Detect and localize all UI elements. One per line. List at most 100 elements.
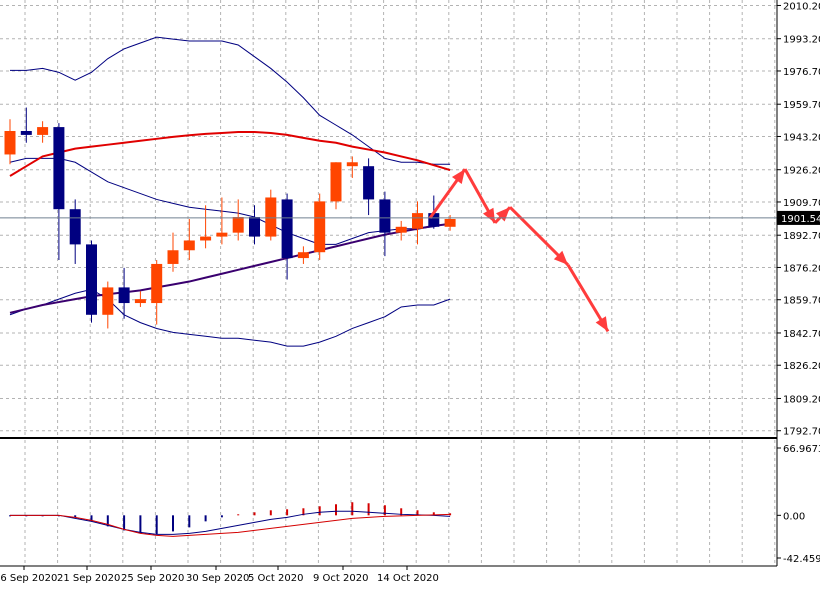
candle xyxy=(395,220,407,241)
candle xyxy=(232,199,244,241)
forecast-arrowhead xyxy=(451,169,465,184)
candle-body xyxy=(134,299,146,304)
indicator-overlays xyxy=(9,36,451,347)
price-tick-label: 1859.70 xyxy=(783,296,820,307)
candle xyxy=(53,123,65,261)
candle-body xyxy=(86,244,97,315)
candle xyxy=(37,121,49,143)
candle-body xyxy=(37,127,49,135)
candle xyxy=(265,189,277,241)
bollinger-lower-line xyxy=(9,288,451,347)
price-tick-label: 1959.70 xyxy=(783,100,820,111)
candle xyxy=(412,201,423,245)
candle-body xyxy=(330,162,342,202)
current-price-label: 1901.54 xyxy=(781,214,820,225)
date-tick-label: 9 Oct 2020 xyxy=(313,573,368,584)
candle xyxy=(86,240,97,323)
price-tick-label: 1892.70 xyxy=(783,231,820,242)
price-tick-label: 1993.20 xyxy=(783,35,820,46)
candle-body xyxy=(183,240,195,251)
candle xyxy=(363,158,375,216)
candle-body xyxy=(395,226,407,233)
forecast-arrows xyxy=(428,168,610,333)
candle-body xyxy=(118,287,130,304)
candle xyxy=(346,156,358,178)
candle-body xyxy=(200,236,212,241)
date-tick-label: 30 Sep 2020 xyxy=(186,573,249,584)
forecast-arrowhead xyxy=(553,250,568,265)
candle-body xyxy=(428,213,440,227)
candle-body xyxy=(232,217,244,233)
candle xyxy=(249,205,260,245)
forecast-arrowhead xyxy=(482,207,495,223)
date-tick-label: 21 Sep 2020 xyxy=(57,573,120,584)
candle xyxy=(314,193,326,261)
purple-moving-average-line xyxy=(9,222,451,314)
grid-lines xyxy=(0,0,777,566)
oscillator-main-line xyxy=(10,510,451,535)
candle-body xyxy=(4,130,16,155)
candle xyxy=(151,260,163,325)
oscillator-tick-label: -42.4596 xyxy=(783,554,820,565)
price-tick-label: 1909.70 xyxy=(783,198,820,209)
price-tick-label: 1926.20 xyxy=(783,166,820,177)
forecast-arrowhead xyxy=(595,316,608,332)
price-tick-label: 1792.70 xyxy=(783,427,820,438)
candle-body xyxy=(102,287,114,315)
oscillator-pane xyxy=(0,437,777,537)
candle xyxy=(444,215,456,231)
candle-body xyxy=(249,217,260,237)
red-moving-average-line xyxy=(9,130,451,177)
candle xyxy=(4,119,16,165)
date-tick-label: 25 Sep 2020 xyxy=(121,573,184,584)
candle xyxy=(330,162,342,210)
candle-body xyxy=(346,162,358,167)
price-tick-label: 1943.20 xyxy=(783,132,820,143)
oscillator-tick-label: 66.9673 xyxy=(783,444,820,455)
oscillator-signal-line xyxy=(10,513,451,537)
candle xyxy=(20,107,32,143)
candle-body xyxy=(20,130,32,135)
price-tick-label: 1842.70 xyxy=(783,329,820,340)
candle xyxy=(118,267,130,319)
candle xyxy=(379,191,391,257)
price-tick-label: 1876.20 xyxy=(783,263,820,274)
candle-body xyxy=(444,218,456,227)
candle-body xyxy=(297,252,309,259)
candle-body xyxy=(314,201,326,253)
date-tick-label: 14 Oct 2020 xyxy=(377,573,439,584)
candle-body xyxy=(265,197,277,237)
forecast-arrowhead xyxy=(495,207,510,222)
date-tick-label: 16 Sep 2020 xyxy=(0,573,57,584)
candle-body xyxy=(69,209,81,245)
candle xyxy=(167,232,179,272)
candle xyxy=(183,218,195,261)
bollinger-upper-line xyxy=(10,36,451,165)
candle xyxy=(216,197,228,245)
oscillator-tick-label: 0.00 xyxy=(783,511,805,522)
candle-body xyxy=(363,166,375,200)
candle-body xyxy=(53,127,65,210)
candle xyxy=(281,193,293,280)
candle xyxy=(69,199,81,264)
candle-body xyxy=(151,263,163,304)
candle xyxy=(200,205,212,249)
candle xyxy=(297,246,309,264)
candle xyxy=(134,291,146,307)
current-price-label-bg xyxy=(777,210,820,225)
date-tick-label: 5 Oct 2020 xyxy=(248,573,303,584)
candle-body xyxy=(379,199,391,233)
bollinger-middle-line xyxy=(9,157,451,245)
price-tick-label: 1826.20 xyxy=(783,361,820,372)
candle-body xyxy=(167,250,179,264)
candle-body xyxy=(412,213,423,229)
candlestick-series xyxy=(4,107,456,329)
candle xyxy=(102,281,114,329)
price-tick-label: 2010.20 xyxy=(783,1,820,12)
price-tick-label: 1976.70 xyxy=(783,67,820,78)
candle-body xyxy=(216,232,228,237)
price-tick-label: 1809.20 xyxy=(783,394,820,405)
